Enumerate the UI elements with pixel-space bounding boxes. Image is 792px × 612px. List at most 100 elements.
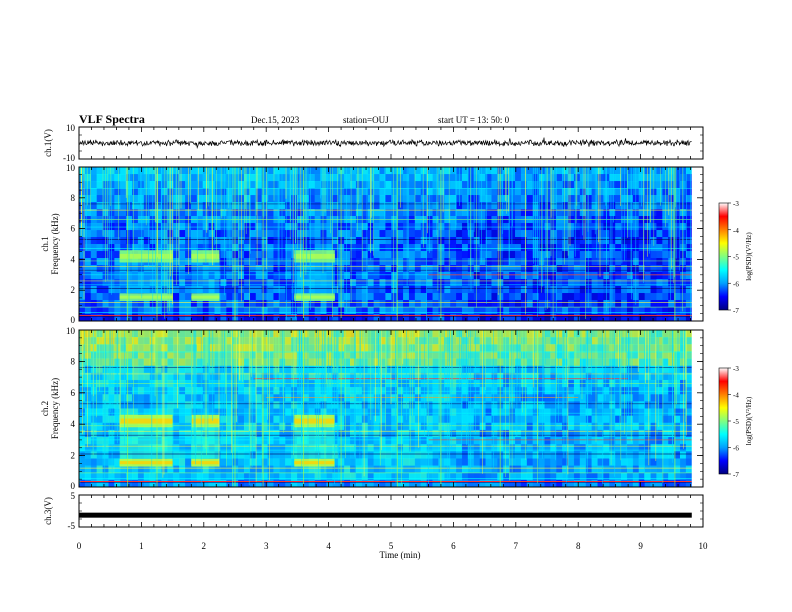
spectrogram-cell	[90, 202, 97, 210]
spectrogram-cell	[597, 415, 604, 424]
spectrogram-cell	[609, 188, 616, 196]
spectrogram-cell	[603, 458, 610, 466]
spectrogram-cell	[638, 286, 645, 294]
spectrogram-cell	[685, 286, 693, 294]
spectrogram-cell	[273, 251, 280, 259]
spectrogram-cell	[515, 286, 522, 294]
spectrogram-cell	[137, 408, 145, 416]
spectrogram-cell	[137, 195, 145, 203]
spectrogram-cell	[562, 230, 569, 238]
spectrogram-cell	[137, 230, 145, 238]
spectrogram-cell	[679, 244, 687, 252]
spectrogram-cell	[597, 365, 604, 374]
spectrogram-cell	[332, 300, 339, 308]
spectrogram-cell	[491, 465, 498, 474]
spectrogram-cell	[485, 223, 492, 231]
spectrogram-cell	[208, 330, 215, 338]
spectrogram-cell	[668, 344, 675, 352]
spectrogram-cell	[503, 314, 510, 322]
spectrogram-cell	[626, 237, 634, 245]
spectrogram-cell	[173, 174, 180, 182]
spectrogram-cell	[326, 472, 333, 481]
spectrogram-cell	[444, 223, 451, 231]
spectrogram-cell	[190, 465, 198, 474]
spectrogram-cell	[597, 422, 604, 431]
spectrogram-cell	[556, 286, 563, 294]
spectrogram-cell	[214, 195, 221, 203]
spectrogram-cell	[108, 429, 115, 438]
spectrogram-cell	[185, 230, 192, 238]
spectrogram-cell	[385, 351, 392, 359]
spectrogram-cell	[79, 337, 86, 345]
spectrogram-cell	[320, 465, 327, 474]
spectrogram-cell	[632, 351, 640, 359]
spectrogram-cell	[350, 387, 357, 395]
spectrogram-cell	[573, 472, 581, 481]
spectrogram-cell	[179, 344, 186, 352]
spectrogram-cell	[344, 286, 351, 294]
spectrogram-cell	[685, 458, 693, 466]
spectrogram-cell	[591, 408, 598, 416]
spectrogram-cell	[644, 465, 651, 474]
spectrogram-cell	[84, 429, 92, 438]
spectrogram-cell	[685, 479, 693, 488]
spectrogram-cell	[255, 307, 262, 315]
spectrogram-cell	[167, 479, 174, 488]
spectrogram-cell	[243, 300, 251, 308]
spectrogram-cell	[432, 230, 439, 238]
spectrogram-cell	[403, 314, 410, 322]
spectrogram-cell	[656, 272, 663, 280]
spectrogram-cell	[367, 272, 374, 280]
spectrogram-cell	[332, 344, 339, 352]
spectrogram-cell	[108, 401, 115, 409]
spectrogram-cell	[414, 251, 422, 259]
spectrogram-cell	[320, 237, 327, 245]
spectrogram-cell	[279, 181, 286, 189]
spectrogram-cell	[562, 437, 569, 445]
spectrogram-cell	[397, 415, 404, 424]
spectrogram-cell	[249, 351, 257, 359]
spectrogram-cell	[220, 337, 227, 345]
spectrogram-cell	[361, 286, 369, 294]
spectrogram-cell	[473, 251, 480, 259]
spectrogram-cell	[196, 167, 204, 175]
spectrogram-cell	[426, 437, 433, 445]
spectrogram-cell	[267, 415, 274, 424]
spectrogram-cell	[255, 279, 262, 287]
spectrogram-cell	[391, 429, 398, 438]
spectrogram-cell	[167, 472, 174, 481]
spectrogram-cell	[226, 265, 233, 273]
spectrogram-cell	[461, 195, 469, 203]
spectrogram-cell	[550, 300, 557, 308]
spectrogram-cell	[656, 202, 663, 210]
spectrogram-cell	[196, 237, 204, 245]
spectrogram-cell	[179, 337, 186, 345]
spectrogram-cell	[615, 279, 622, 287]
spectrogram-cell	[397, 458, 404, 466]
spectrogram-cell	[403, 181, 410, 189]
spectrogram-cell	[403, 244, 410, 252]
spectrogram-cell	[114, 279, 121, 287]
spectrogram-cell	[208, 209, 215, 217]
spectrogram-cell	[685, 437, 693, 445]
spectrogram-cell	[373, 472, 380, 481]
spectrogram-cell	[568, 223, 575, 231]
spectrogram-cell	[426, 195, 433, 203]
spectrogram-cell	[509, 209, 516, 217]
spectrogram-cell	[450, 401, 457, 409]
spectrogram-cell	[391, 330, 398, 338]
spectrogram-cell	[638, 437, 645, 445]
spectrogram-cell	[662, 351, 669, 359]
spectrogram-cell	[503, 401, 510, 409]
spectrogram-cell	[662, 458, 669, 466]
spectrogram-cell	[261, 293, 268, 301]
spectrogram-cell	[261, 195, 268, 203]
spectrogram-cell	[568, 394, 575, 402]
spectrogram-cell	[385, 437, 392, 445]
spectrogram-cell	[609, 444, 616, 452]
spectrogram-cell	[397, 401, 404, 409]
spectrogram-cell	[120, 408, 127, 416]
spectrogram-cell	[279, 258, 286, 266]
spectrogram-cell	[137, 365, 145, 374]
spectrogram-cell	[373, 167, 380, 175]
